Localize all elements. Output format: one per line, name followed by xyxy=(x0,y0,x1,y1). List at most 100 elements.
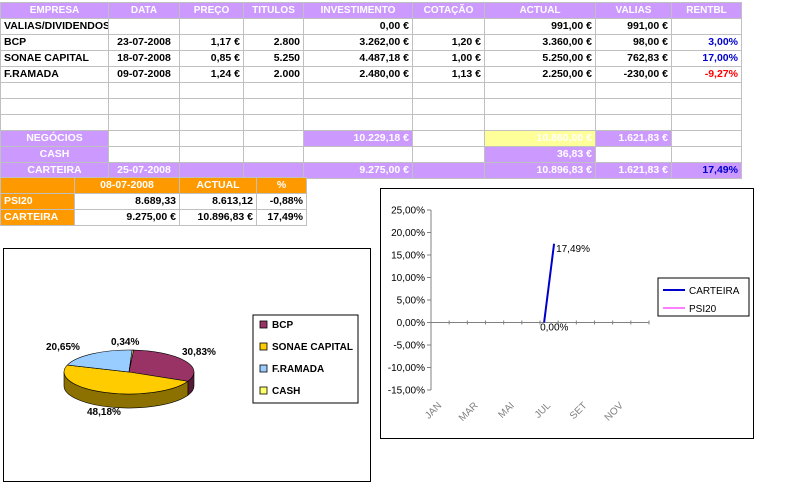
cell[interactable]: 0,00 € xyxy=(303,18,413,35)
cell[interactable]: VALIAS/DIVIDENDOS xyxy=(0,18,109,35)
cell[interactable] xyxy=(671,98,742,115)
cell[interactable]: 10.896,83 € xyxy=(179,209,257,226)
cell[interactable]: 3.262,00 € xyxy=(303,34,413,51)
cell[interactable]: 991,00 € xyxy=(484,18,596,35)
negocios-investimento[interactable]: 10.229,18 € xyxy=(303,130,413,147)
cell[interactable] xyxy=(179,146,244,163)
cell[interactable]: 8.613,12 xyxy=(179,193,257,210)
cell[interactable]: 09-07-2008 xyxy=(108,66,180,83)
carteira-data[interactable]: 25-07-2008 xyxy=(108,162,180,179)
negocios-valias[interactable]: 1.621,83 € xyxy=(595,130,672,147)
cash-label[interactable]: CASH xyxy=(0,146,109,163)
cell[interactable]: 2.000 xyxy=(243,66,304,83)
cell[interactable] xyxy=(243,162,304,179)
cell[interactable]: F.RAMADA xyxy=(0,66,109,83)
cell[interactable] xyxy=(179,162,244,179)
cell[interactable] xyxy=(243,114,304,131)
cell[interactable] xyxy=(412,98,485,115)
cell[interactable]: 23-07-2008 xyxy=(108,34,180,51)
pie-chart-panel[interactable]: 30,83% 48,18% 20,65% 0,34% BCP SONAE CAPITAL F… xyxy=(3,248,371,482)
cell[interactable] xyxy=(243,130,304,147)
cell[interactable] xyxy=(303,98,413,115)
cell[interactable] xyxy=(412,18,485,35)
cell[interactable] xyxy=(412,130,485,147)
cell[interactable]: 1,24 € xyxy=(179,66,244,83)
cell[interactable] xyxy=(179,82,244,99)
cell[interactable]: 4.487,18 € xyxy=(303,50,413,67)
cell[interactable] xyxy=(303,114,413,131)
compare-label-psi20[interactable]: PSI20 xyxy=(0,193,75,210)
cell[interactable]: -9,27% xyxy=(671,66,742,83)
cell[interactable] xyxy=(484,98,596,115)
cell[interactable] xyxy=(595,98,672,115)
cell[interactable]: 3.360,00 € xyxy=(484,34,596,51)
cell[interactable] xyxy=(303,146,413,163)
cell[interactable] xyxy=(671,82,742,99)
cell[interactable] xyxy=(108,18,180,35)
cell[interactable]: 991,00 € xyxy=(595,18,672,35)
cell[interactable] xyxy=(412,82,485,99)
cell[interactable]: 1,17 € xyxy=(179,34,244,51)
cell[interactable]: BCP xyxy=(0,34,109,51)
cell[interactable]: 0,85 € xyxy=(179,50,244,67)
cell[interactable] xyxy=(671,130,742,147)
cell[interactable]: 1,00 € xyxy=(412,50,485,67)
cell[interactable]: 1,13 € xyxy=(412,66,485,83)
cell[interactable]: 1,20 € xyxy=(412,34,485,51)
cell[interactable]: 17,49% xyxy=(256,209,307,226)
cell[interactable]: 17,00% xyxy=(671,50,742,67)
compare-label-carteira[interactable]: CARTEIRA xyxy=(0,209,75,226)
cell[interactable] xyxy=(0,114,109,131)
cell[interactable]: 2.480,00 € xyxy=(303,66,413,83)
cell[interactable] xyxy=(108,130,180,147)
cell[interactable] xyxy=(243,82,304,99)
cell[interactable] xyxy=(179,98,244,115)
cell[interactable] xyxy=(243,18,304,35)
cell[interactable] xyxy=(412,114,485,131)
cell[interactable] xyxy=(108,82,180,99)
carteira-actual[interactable]: 10.896,83 € xyxy=(484,162,596,179)
cell[interactable]: -230,00 € xyxy=(595,66,672,83)
cell[interactable] xyxy=(671,146,742,163)
cell[interactable] xyxy=(412,162,485,179)
cell[interactable] xyxy=(303,82,413,99)
cell[interactable] xyxy=(108,114,180,131)
cell[interactable] xyxy=(671,114,742,131)
line-chart-panel[interactable]: 25,00% 20,00% 15,00% 10,00% 5,00% 0,00% -5,00%… xyxy=(380,188,754,439)
cell[interactable] xyxy=(0,98,109,115)
cell[interactable] xyxy=(179,130,244,147)
cell[interactable] xyxy=(243,98,304,115)
negocios-actual[interactable]: 10.860,00 € xyxy=(484,130,596,147)
cell[interactable]: 98,00 € xyxy=(595,34,672,51)
cell[interactable]: 762,83 € xyxy=(595,50,672,67)
cell[interactable] xyxy=(412,146,485,163)
cell[interactable]: 5.250,00 € xyxy=(484,50,596,67)
cell[interactable] xyxy=(671,18,742,35)
cell[interactable] xyxy=(179,114,244,131)
cell[interactable]: 2.800 xyxy=(243,34,304,51)
cash-actual[interactable]: 36,83 € xyxy=(484,146,596,163)
cell[interactable]: 8.689,33 xyxy=(74,193,180,210)
carteira-valias[interactable]: 1.621,83 € xyxy=(595,162,672,179)
cell[interactable] xyxy=(484,114,596,131)
carteira-label[interactable]: CARTEIRA xyxy=(0,162,109,179)
cell[interactable]: 18-07-2008 xyxy=(108,50,180,67)
cell[interactable]: 9.275,00 € xyxy=(74,209,180,226)
cell[interactable] xyxy=(179,18,244,35)
cell[interactable] xyxy=(595,82,672,99)
cell[interactable]: 3,00% xyxy=(671,34,742,51)
cell[interactable]: -0,88% xyxy=(256,193,307,210)
cell[interactable] xyxy=(0,82,109,99)
cell[interactable] xyxy=(108,146,180,163)
cell[interactable] xyxy=(243,146,304,163)
cell[interactable] xyxy=(595,146,672,163)
cell[interactable]: 2.250,00 € xyxy=(484,66,596,83)
cell[interactable] xyxy=(595,114,672,131)
cell[interactable] xyxy=(484,82,596,99)
negocios-label[interactable]: NEGÓCIOS xyxy=(0,130,109,147)
cell[interactable]: SONAE CAPITAL xyxy=(0,50,109,67)
cell[interactable] xyxy=(108,98,180,115)
carteira-rentbl[interactable]: 17,49% xyxy=(671,162,742,179)
cell[interactable]: 5.250 xyxy=(243,50,304,67)
carteira-investimento[interactable]: 9.275,00 € xyxy=(303,162,413,179)
